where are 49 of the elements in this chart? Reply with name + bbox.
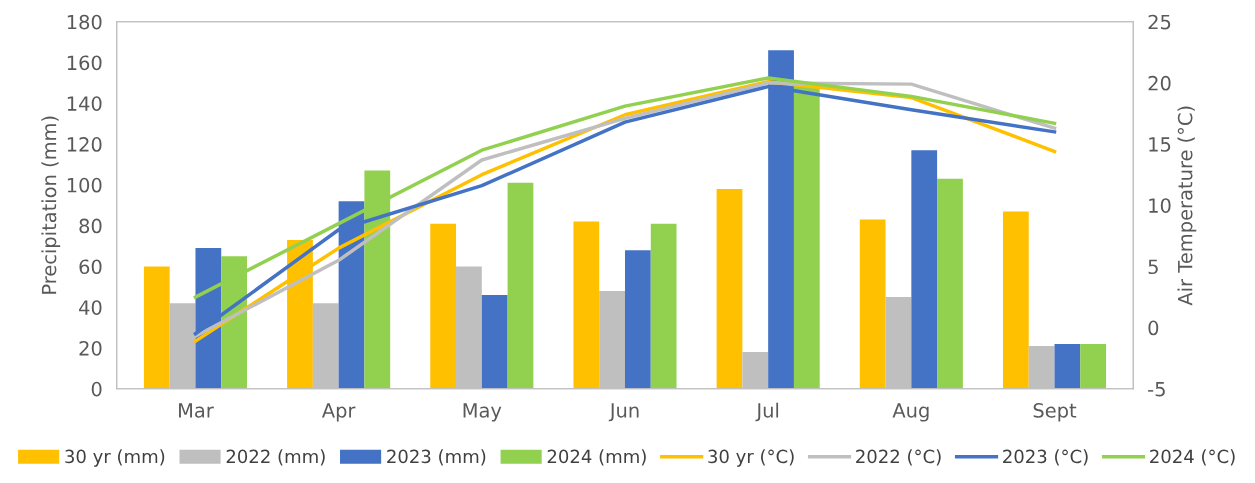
bar [859,219,886,389]
x-tick-label: Apr [321,403,356,422]
y-tick-label: 100 [67,177,102,193]
y2-tick-label: -5 [1148,382,1165,397]
x-tick-label: Mar [179,403,214,418]
bar [624,250,651,389]
y-tick-label: 120 [67,137,102,152]
legend-label: 30 yr (°C) [708,449,794,467]
x-tick-label: Sept [1033,403,1077,422]
y-tick-label: 20 [79,340,102,356]
x-tick-label: May [463,403,502,422]
legend-label: 2023 (°C) [1003,449,1088,466]
y2-tick-label: 5 [1148,259,1158,275]
bar [793,84,820,389]
x-tick-label: Aug [892,403,929,422]
bar [1080,343,1107,389]
legend-label: 30 yr (mm) [65,449,165,467]
x-tick-label: Jun [608,403,639,422]
legend-label: 2024 (°C) [1150,449,1235,466]
bar [481,295,508,389]
y2-axis-title: Air Temperature (°C) [1177,106,1197,306]
y-tick-label: 0 [91,381,102,397]
y-tick-label: 60 [79,259,102,275]
bar [430,223,457,389]
x-tick-label: Jul [755,402,779,422]
legend-label: 2022 (°C) [856,449,941,466]
legend-label: 2022 (mm) [226,449,325,466]
y-tick-label: 80 [79,218,102,234]
y2-tick-label: 15 [1149,137,1171,152]
bar [573,221,600,389]
y-tick-label: 140 [67,96,102,111]
y-tick-label: 40 [79,300,102,315]
y2-tick-label: 25 [1148,14,1171,30]
bar [650,223,677,389]
bar [143,266,170,389]
bar [937,178,963,389]
y2-tick-label: 20 [1148,75,1171,91]
y-axis-title: Precipitation (mm) [41,116,61,294]
bar [507,182,534,389]
bar [716,188,743,389]
y2-tick-label: 10 [1149,198,1171,213]
legend-label: 2023 (mm) [387,449,486,466]
y2-tick-label: 0 [1148,320,1159,336]
bar [1002,211,1029,389]
bar [911,150,938,389]
bar [1054,343,1081,389]
y-tick-label: 180 [67,14,102,30]
legend-label: 2024 (mm) [547,449,646,466]
y-tick-label: 160 [67,55,102,71]
